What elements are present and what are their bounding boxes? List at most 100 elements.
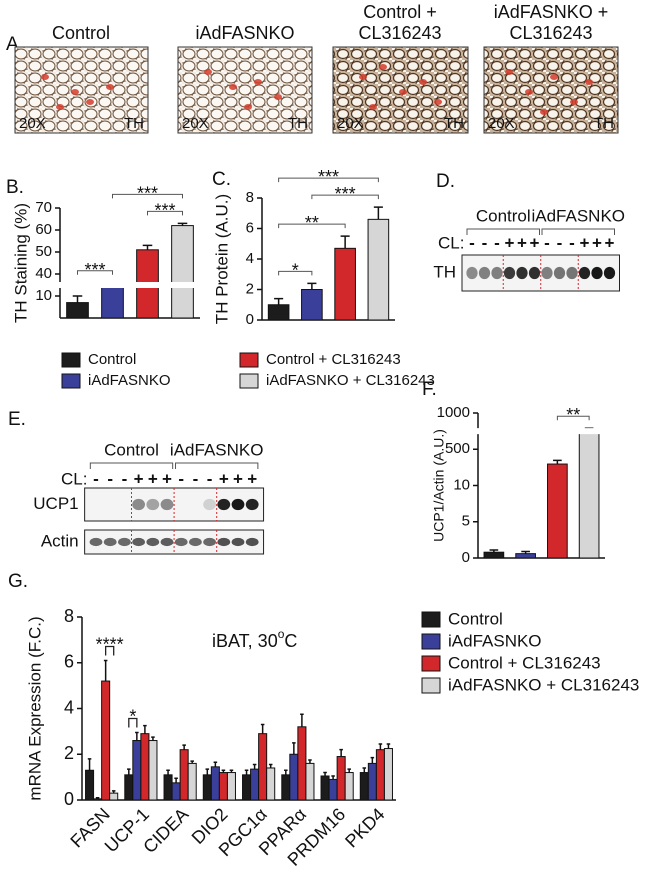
- y-tick-label: 6: [246, 219, 254, 236]
- significance-label: ****: [96, 634, 124, 654]
- panel-label: F.: [422, 379, 437, 400]
- bar: [305, 762, 315, 801]
- stain-label: TH: [124, 115, 144, 132]
- significance-bracket: [278, 223, 346, 229]
- axis-break: [470, 428, 609, 435]
- y-tick-label: 50: [35, 243, 52, 260]
- panel-label: E.: [8, 409, 26, 430]
- blot-band: [541, 266, 553, 280]
- bar: [66, 302, 89, 319]
- y-tick-label: 8: [246, 189, 254, 206]
- y-tick-label: 2: [64, 743, 74, 763]
- x-tick-label: CIDEA: [139, 804, 192, 857]
- significance-bracket: [311, 194, 379, 200]
- error-bar: [489, 549, 499, 553]
- y-tick-label: 40: [35, 265, 52, 282]
- stained-cell: [86, 99, 94, 105]
- panel-label: B.: [6, 177, 24, 198]
- error-bar: [244, 769, 249, 775]
- treatment-sign: -: [107, 469, 113, 488]
- error-bar: [373, 206, 383, 220]
- treatment-sign: -: [482, 233, 488, 252]
- legend-label: Control + CL316243: [266, 351, 401, 368]
- bar: [266, 767, 276, 801]
- significance-bracket: [278, 177, 379, 183]
- legend-label: Control + CL316243: [448, 653, 601, 672]
- bar: [383, 748, 393, 801]
- legend-label: iAdFASNKO + CL316243: [448, 675, 639, 694]
- legend-swatch: [61, 373, 81, 389]
- bar: [210, 766, 220, 801]
- legend-swatch: [239, 352, 259, 368]
- blot-band: [132, 498, 145, 511]
- bar: [359, 772, 369, 801]
- blot-band: [503, 266, 516, 280]
- stained-cell: [570, 99, 578, 105]
- legend-label: Control: [88, 351, 136, 368]
- bar: [250, 768, 260, 801]
- blot-band: [516, 266, 528, 280]
- legend-label: iAdFASNKO: [448, 631, 542, 650]
- error-bar: [323, 771, 327, 776]
- treatment-sign: +: [505, 233, 515, 252]
- blot-row-label: UCP1: [33, 494, 78, 513]
- stain-label: TH: [288, 115, 308, 132]
- treatment-sign: -: [557, 233, 563, 252]
- treatment-sign: -: [469, 233, 475, 252]
- annotation-suffix: C: [284, 631, 297, 651]
- blot-band: [174, 537, 188, 547]
- legend-swatch: [61, 352, 81, 368]
- blot-band: [603, 266, 616, 280]
- annotation-text: iBAT, 30: [212, 631, 278, 651]
- error-bar: [103, 659, 108, 682]
- annotation-superscript: o: [278, 627, 285, 641]
- group-bracket: [541, 228, 615, 235]
- error-bar: [370, 756, 375, 764]
- bar: [109, 792, 119, 801]
- blot-band: [89, 537, 103, 547]
- error-bar: [182, 744, 186, 750]
- error-bar: [213, 761, 218, 767]
- bar: [124, 774, 134, 801]
- y-axis-label: mRNA Expression (F.C.): [25, 616, 44, 800]
- legend-swatch: [239, 373, 259, 389]
- blot-band: [189, 537, 202, 547]
- stained-cell: [505, 69, 513, 75]
- error-bar: [111, 790, 116, 794]
- bar: [367, 218, 390, 321]
- group-bracket: [175, 462, 259, 469]
- blot-band: [591, 266, 603, 280]
- treatment-sign: +: [247, 469, 257, 488]
- significance-bracket: [112, 193, 183, 199]
- significance-label: ***: [154, 200, 175, 220]
- stained-cell: [419, 79, 427, 85]
- legend-label: iAdFASNKO + CL316243: [266, 372, 435, 389]
- group-bracket: [89, 462, 174, 469]
- bar: [85, 769, 95, 801]
- treatment-sign: +: [148, 469, 158, 488]
- blot-band: [566, 266, 578, 280]
- error-bar: [72, 295, 83, 303]
- significance-label: ***: [137, 183, 158, 203]
- legend-swatch: [421, 633, 441, 650]
- blot-row-label: Actin: [41, 531, 79, 550]
- bar: [578, 429, 600, 559]
- error-bar: [300, 713, 304, 727]
- stained-cell: [379, 64, 387, 70]
- legend-swatch: [421, 655, 441, 672]
- group-label: Control: [476, 206, 531, 225]
- bar: [515, 553, 536, 559]
- blot-band: [231, 498, 245, 511]
- blot-band: [118, 537, 131, 547]
- y-tick-label: 6: [64, 652, 74, 672]
- y-tick-label: 2: [246, 280, 254, 297]
- significance-label: ***: [335, 184, 356, 204]
- bar: [101, 284, 124, 319]
- image-caption: Control: [51, 23, 111, 43]
- blot-band: [132, 537, 145, 547]
- treatment-sign: -: [193, 469, 199, 488]
- legend-swatch: [421, 677, 441, 694]
- magnification-label: 20X: [182, 115, 209, 132]
- stained-cell: [71, 89, 79, 95]
